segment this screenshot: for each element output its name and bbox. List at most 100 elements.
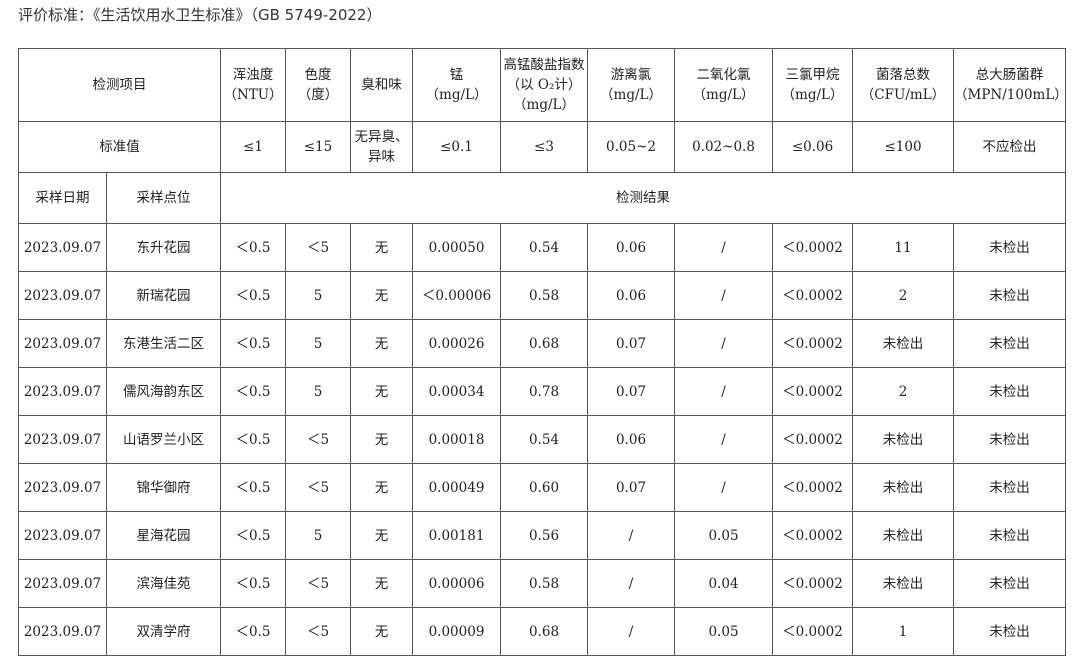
table-row: 2023.09.07 双清学府 ＜0.5 ＜5 无 0.00009 0.68/0.05 ＜0.… [18,607,1066,656]
column-unit: （CFU/mL） [860,87,946,103]
column-name: 游离氯 [610,67,652,83]
result-cell: ＜0.0002 [772,367,853,416]
result-cell: ＜5 [285,463,351,512]
sample-date: 2023.09.07 [18,271,107,320]
result-cell: ＜5 [285,559,351,608]
result-cell: 0.68 [500,607,588,656]
column-header: 三氯甲烷 （mg/L） [772,48,853,122]
column-header: 浑浊度 （NTU） [220,48,286,122]
column-unit: （mg/L） [600,87,662,103]
site-header: 采样点位 [106,172,221,224]
column-header: 总大肠菌群 （MPN/100mL） [953,48,1068,122]
result-cell: / [674,463,773,512]
result-cell: / [674,319,773,368]
table-row: 2023.09.07 山语罗兰小区 ＜0.5 ＜5 无 0.00018 0.54 0.06/＜… [18,415,1066,464]
column-unit: （mg/L） [692,87,755,103]
result-cell: 无 [350,223,413,272]
standard-value: ≤1 [220,121,286,173]
standard-value: 0.02~0.8 [674,121,773,173]
result-cell: ＜0.5 [220,319,286,368]
sample-site: 东港生活二区 [106,319,221,368]
result-cell: ＜0.00006 [412,271,501,320]
result-cell: 未检出 [953,223,1066,272]
result-cell: 5 [285,271,351,320]
standard-value: ≤3 [500,121,588,173]
column-header: 菌落总数 （CFU/mL） [852,48,954,122]
standard-label: 标准值 [18,121,221,173]
result-cell: 5 [285,511,351,560]
result-cell: 0.00009 [412,607,501,656]
table-row: 2023.09.07 儒风海韵东区 ＜0.5 5 无 0.00034 0.78 0.07/＜0… [18,367,1066,416]
result-cell: 未检出 [953,463,1066,512]
sample-date: 2023.09.07 [18,511,107,560]
sample-site: 滨海佳苑 [106,559,221,608]
table-row: 2023.09.07 锦华御府 ＜0.5 ＜5 无 0.00049 0.60 0.07/＜0.… [18,463,1066,512]
result-cell: 0.05 [674,607,773,656]
column-name: 色度 [304,67,332,83]
standard-value: 无异臭、异味 [350,121,413,173]
sample-site: 新瑞花园 [106,271,221,320]
result-cell: 未检出 [953,415,1066,464]
result-cell: 2 [852,367,954,416]
column-header: 高锰酸盐指数（以 O₂计） （mg/L） [500,48,588,122]
result-cell: 无 [350,607,413,656]
result-cell: 2 [852,271,954,320]
result-cell: ＜5 [285,223,351,272]
result-cell: ＜0.5 [220,223,286,272]
sample-date: 2023.09.07 [18,607,107,656]
table-row: 2023.09.07 滨海佳苑 ＜0.5 ＜5 无 0.00006 0.58/0.04 ＜0.… [18,559,1066,608]
result-cell: 未检出 [953,271,1066,320]
sample-site: 双清学府 [106,607,221,656]
result-cell: ＜0.5 [220,559,286,608]
result-cell: / [587,559,675,608]
result-cell: / [674,367,773,416]
result-cell: 0.00026 [412,319,501,368]
result-cell: 0.07 [587,367,675,416]
result-cell: 无 [350,511,413,560]
column-name: 浑浊度 [232,67,274,83]
table-row: 2023.09.07 东升花园 ＜0.5 ＜5 无 0.00050 0.54 0.06/＜0.… [18,223,1066,272]
result-cell: ＜0.0002 [772,607,853,656]
sample-site: 星海花园 [106,511,221,560]
result-cell: ＜0.5 [220,463,286,512]
result-cell: 0.00018 [412,415,501,464]
result-cell: 未检出 [852,415,954,464]
result-cell: ＜0.0002 [772,271,853,320]
result-cell: 未检出 [953,511,1066,560]
result-cell: 0.00006 [412,559,501,608]
standard-value: 0.05~2 [587,121,675,173]
result-cell: 未检出 [953,319,1066,368]
result-cell: 未检出 [953,559,1066,608]
standard-value: ≤100 [852,121,954,173]
result-cell: ＜5 [285,415,351,464]
sample-date: 2023.09.07 [18,223,107,272]
sample-date: 2023.09.07 [18,463,107,512]
result-cell: 无 [350,559,413,608]
result-cell: ＜0.0002 [772,223,853,272]
sample-site: 山语罗兰小区 [106,415,221,464]
result-cell: / [674,223,773,272]
sample-site: 儒风海韵东区 [106,367,221,416]
column-name: 三氯甲烷 [785,67,840,83]
result-cell: 0.54 [500,415,588,464]
result-cell: 0.00034 [412,367,501,416]
result-cell: 0.07 [587,463,675,512]
sample-site: 锦华御府 [106,463,221,512]
column-name: 菌落总数 [876,67,930,83]
item-label: 检测项目 [18,48,221,122]
header-row: 检测项目 浑浊度 （NTU） 色度 （度） 臭和味锰（mg/L） 高锰酸盐指数（以 O₂计… [18,48,1068,122]
date-header: 采样日期 [18,172,107,224]
result-cell: 0.56 [500,511,588,560]
result-cell: / [587,607,675,656]
result-cell: 0.54 [500,223,588,272]
result-cell: ＜0.0002 [772,511,853,560]
column-name: 锰 [449,67,464,83]
result-cell: 0.00050 [412,223,501,272]
result-cell: 5 [285,367,351,416]
column-header: 臭和味 [350,48,413,122]
result-cell: / [674,271,773,320]
result-cell: 未检出 [852,319,954,368]
result-cell: 0.00181 [412,511,501,560]
subheader-row: 采样日期 采样点位 检测结果 [18,172,1066,224]
result-cell: 0.06 [587,415,675,464]
